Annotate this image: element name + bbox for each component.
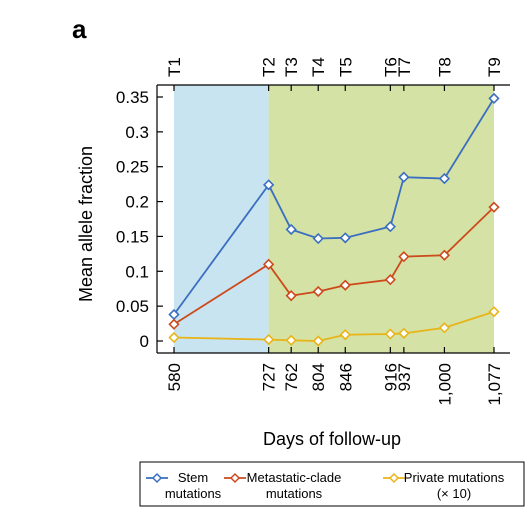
data-point — [263, 333, 275, 346]
y-tick-label: 0.35 — [116, 88, 149, 107]
legend-label: mutations — [165, 486, 222, 501]
legend-swatch-marker — [388, 472, 400, 484]
x-axis-title: Days of follow-up — [263, 429, 401, 449]
legend-label: mutations — [266, 486, 323, 501]
timepoint-label: T1 — [165, 57, 184, 77]
y-tick-label: 0.3 — [125, 123, 149, 142]
data-point — [312, 285, 324, 298]
legend-box — [139, 461, 525, 507]
series-group — [168, 92, 500, 347]
legend-swatch-marker — [229, 472, 241, 484]
y-tick-label: 0.05 — [116, 297, 149, 316]
shaded-region-1 — [174, 85, 269, 353]
data-point — [488, 306, 500, 318]
data-point — [168, 331, 180, 344]
x-tick-label: 804 — [309, 363, 328, 391]
timepoint-label: T5 — [336, 57, 355, 77]
data-point — [438, 249, 451, 261]
legend-label: Stem — [178, 470, 208, 485]
data-point — [285, 334, 297, 346]
x-tick-label: 1,077 — [485, 363, 504, 406]
data-point — [285, 290, 297, 302]
data-point — [398, 251, 410, 263]
data-point — [339, 232, 351, 244]
data-point — [263, 258, 275, 270]
y-tick-label: 0.2 — [125, 193, 149, 212]
x-tick-label: 727 — [260, 363, 279, 391]
tick-labels: 0 0.05 0.1 0.15 0.2 0.25 0.3 0.35 580 T1 727 T2 762 T… — [116, 57, 504, 405]
data-point — [263, 179, 275, 191]
y-axis-title: Mean allele fraction — [76, 146, 96, 302]
timepoint-label: T8 — [435, 57, 454, 77]
legend-label: Metastatic-clade — [247, 470, 342, 485]
shaded-regions — [174, 85, 494, 353]
data-point — [339, 279, 351, 291]
y-tick-label: 0.25 — [116, 158, 149, 177]
data-point — [488, 201, 500, 213]
x-tick-label: 580 — [165, 363, 184, 391]
x-tick-label: 937 — [395, 363, 414, 391]
axes — [156, 84, 510, 354]
timepoint-label: T7 — [395, 57, 414, 77]
legend-swatch-marker — [151, 472, 163, 484]
data-point — [285, 223, 297, 236]
timepoint-label: T4 — [309, 57, 328, 77]
data-point — [398, 327, 410, 339]
panel-label: a — [72, 14, 87, 44]
series-3 — [168, 306, 500, 347]
series-2 — [168, 201, 500, 330]
data-point — [438, 172, 451, 185]
series-1 — [168, 92, 500, 321]
data-point — [384, 274, 396, 286]
legend-entry-3: Private mutations(× 10) — [383, 470, 505, 501]
shaded-region-2 — [268, 85, 494, 353]
y-tick-label: 0.1 — [125, 262, 149, 281]
timepoint-label: T9 — [485, 57, 504, 77]
data-point — [488, 92, 500, 105]
timepoint-label: T3 — [282, 57, 301, 77]
data-point — [168, 318, 180, 330]
x-tick-label: 846 — [336, 363, 355, 391]
legend-label: (× 10) — [437, 486, 471, 501]
data-point — [398, 171, 410, 183]
data-point — [384, 328, 396, 340]
data-point — [312, 232, 324, 245]
timepoint-label: T2 — [260, 57, 279, 77]
data-point — [339, 329, 351, 341]
legend-label: Private mutations — [404, 470, 505, 485]
x-tick-label: 916 — [381, 363, 400, 391]
data-point — [384, 221, 396, 233]
timepoint-label: T6 — [381, 57, 400, 77]
data-point — [438, 322, 451, 334]
y-tick-label: 0 — [140, 332, 149, 351]
y-tick-label: 0.15 — [116, 227, 149, 246]
x-tick-label: 762 — [282, 363, 301, 391]
legend: StemmutationsMetastatic-clademutationsPr… — [139, 461, 525, 507]
x-tick-label: 1,000 — [435, 363, 454, 406]
data-point — [312, 335, 324, 347]
